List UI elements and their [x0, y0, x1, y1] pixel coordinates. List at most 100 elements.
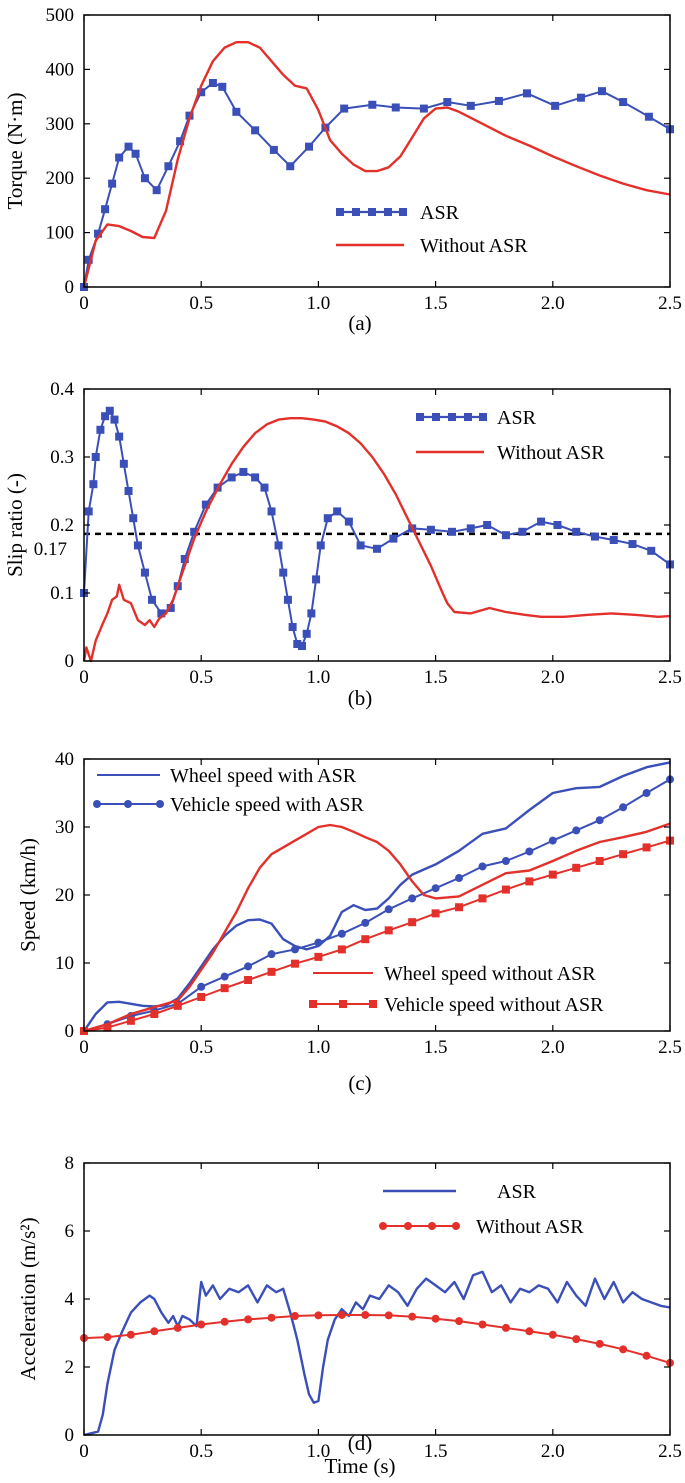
- x-tick-label: 0.5: [189, 667, 213, 688]
- data-point: [197, 1320, 206, 1329]
- y-tick-label: 6: [65, 1221, 75, 1242]
- data-point: [373, 544, 381, 553]
- y-tick-label: 0.3: [50, 447, 74, 468]
- data-point: [553, 521, 562, 529]
- data-point: [244, 1315, 253, 1324]
- data-point: [101, 205, 110, 214]
- data-point: [551, 101, 560, 110]
- y-tick-label: 0.2: [50, 515, 74, 536]
- data-point: [173, 1001, 182, 1010]
- series-line-wheel-speed-without-asr: [83, 822, 671, 1033]
- data-point: [110, 415, 119, 424]
- data-point: [361, 1310, 370, 1319]
- data-point: [152, 186, 161, 195]
- panel-a-caption: (a): [348, 311, 371, 335]
- data-point: [494, 96, 503, 105]
- data-point: [286, 162, 295, 171]
- legend-label-wheel-asr: Wheel speed with ASR: [170, 765, 357, 787]
- data-point: [140, 568, 149, 577]
- data-point: [305, 142, 314, 151]
- data-point: [619, 803, 628, 812]
- panel-a-frame: [83, 14, 671, 288]
- x-tick-label: 1.5: [424, 1037, 448, 1058]
- data-point: [274, 541, 283, 550]
- y-tick-label: 4: [65, 1289, 75, 1310]
- data-point: [124, 142, 133, 151]
- data-point: [91, 453, 100, 461]
- data-point: [478, 862, 487, 871]
- panel-b-ylabel: Slip ratio (-): [3, 473, 27, 577]
- legend-label-asr: ASR: [497, 1181, 537, 1203]
- data-point: [267, 950, 276, 959]
- data-point: [572, 527, 581, 536]
- data-point: [344, 517, 353, 526]
- data-point: [455, 874, 464, 882]
- data-point: [197, 88, 206, 97]
- data-point: [501, 857, 510, 865]
- data-point: [642, 1351, 651, 1360]
- x-tick-label: 2.0: [541, 293, 565, 314]
- legend-label-asr: ASR: [497, 407, 537, 429]
- panel-a-legend: ASR Without ASR: [336, 202, 528, 257]
- series-line-without-asr: [83, 1314, 671, 1364]
- x-tick-label: 0: [79, 1441, 89, 1462]
- data-point: [525, 877, 534, 886]
- data-point: [368, 100, 377, 109]
- y-tick-label: 0: [65, 1021, 75, 1042]
- data-point: [232, 107, 241, 116]
- y-tick-label: 100: [46, 223, 75, 244]
- series-line-without-asr: [82, 41, 671, 288]
- data-point: [283, 595, 292, 604]
- panel-a-ylabel: Torque (N·m): [3, 93, 27, 210]
- data-point: [267, 507, 276, 516]
- data-point: [478, 894, 487, 903]
- data-point: [173, 1323, 182, 1332]
- data-point: [408, 1312, 417, 1321]
- data-point: [164, 162, 173, 171]
- data-point: [523, 89, 532, 98]
- data-point: [548, 1330, 557, 1339]
- data-point: [314, 938, 323, 947]
- data-point: [96, 425, 105, 434]
- data-point: [384, 926, 393, 935]
- data-point: [595, 1339, 604, 1348]
- data-point: [548, 836, 557, 845]
- y-tick-label: 40: [55, 749, 74, 770]
- data-point: [105, 406, 114, 415]
- x-tick-label: 2.0: [541, 1037, 565, 1058]
- legend-label-vehicle-asr: Vehicle speed with ASR: [170, 794, 365, 816]
- legend-marker: [93, 800, 101, 808]
- legend-marker: [336, 208, 344, 216]
- data-point: [115, 432, 124, 441]
- data-point: [619, 98, 628, 107]
- data-point: [150, 1010, 159, 1018]
- panel-b-caption: (b): [348, 686, 373, 710]
- data-point: [140, 174, 149, 183]
- legend-marker: [399, 208, 407, 216]
- data-point: [525, 847, 534, 856]
- data-point: [595, 857, 604, 865]
- data-point: [337, 929, 346, 938]
- x-tick-label: 2.5: [658, 1037, 682, 1058]
- panel-b-legend: ASR Without ASR: [416, 407, 605, 464]
- data-point: [147, 595, 156, 604]
- x-tick-label: 0: [79, 667, 89, 688]
- data-point: [89, 480, 98, 489]
- data-point: [408, 918, 417, 927]
- data-point: [293, 640, 302, 648]
- panel-d-caption: (d): [348, 1431, 373, 1455]
- y-tick-label: 8: [65, 1153, 75, 1174]
- y-tick-label: 0: [65, 651, 75, 672]
- data-point: [389, 534, 398, 543]
- data-point: [609, 535, 618, 544]
- data-point: [197, 982, 206, 991]
- data-point: [103, 1023, 112, 1032]
- data-point: [455, 1317, 464, 1326]
- data-point: [455, 903, 464, 912]
- legend-marker: [368, 208, 376, 216]
- data-point: [408, 894, 417, 903]
- data-point: [356, 541, 365, 550]
- data-point: [94, 229, 103, 238]
- legend-marker: [339, 1000, 347, 1008]
